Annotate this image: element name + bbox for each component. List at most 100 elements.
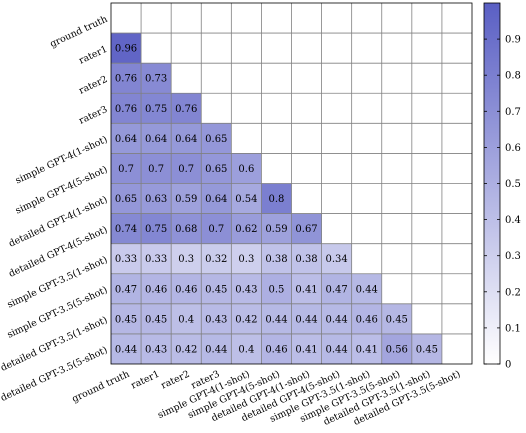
heatmap-cell xyxy=(261,183,292,214)
heatmap-cell xyxy=(351,333,382,364)
heatmap-cell xyxy=(141,153,172,184)
heatmap-cell xyxy=(381,303,412,334)
heatmap-cell xyxy=(411,333,442,364)
cell-value-label: 0.59 xyxy=(175,194,197,205)
cell-value-label: 0.43 xyxy=(145,344,167,355)
cell-value-label: 0.3 xyxy=(238,254,254,265)
colorbar-tick-label: 0 xyxy=(505,360,511,371)
cell-value-label: 0.45 xyxy=(416,344,438,355)
cell-value-label: 0.65 xyxy=(205,164,227,175)
cell-value-label: 0.64 xyxy=(145,134,167,145)
cell-value-label: 0.75 xyxy=(145,104,167,115)
heatmap-grid xyxy=(111,3,472,364)
heatmap-cell xyxy=(201,333,232,364)
cell-value-label: 0.96 xyxy=(115,44,137,55)
heatmap-cell xyxy=(141,213,172,244)
cell-value-label: 0.5 xyxy=(269,284,285,295)
heatmap-cell xyxy=(231,273,262,304)
heatmap-value-labels: 0.96 0.76 0.73 0.76 0.75 0.76 0.64 0.64 0.64 0.65… xyxy=(115,44,438,356)
heatmap-cell xyxy=(171,243,202,274)
heatmap-cell xyxy=(111,303,142,334)
cell-value-label: 0.47 xyxy=(115,284,137,295)
cell-value-label: 0.41 xyxy=(295,344,317,355)
plot-frame xyxy=(110,2,473,365)
heatmap-cell xyxy=(231,333,262,364)
cell-value-label: 0.43 xyxy=(235,284,257,295)
cell-value-label: 0.44 xyxy=(325,314,347,325)
cell-value-label: 0.43 xyxy=(205,314,227,325)
colorbar-tick-label: 0.8 xyxy=(505,71,521,82)
heatmap-cell xyxy=(171,213,202,244)
heatmap-cell xyxy=(171,273,202,304)
cell-value-label: 0.44 xyxy=(295,314,317,325)
heatmap-cell xyxy=(171,303,202,334)
colorbar-tick-label: 0.4 xyxy=(505,215,521,226)
cell-value-label: 0.4 xyxy=(238,344,254,355)
cell-value-label: 0.67 xyxy=(295,224,317,235)
cell-value-label: 0.45 xyxy=(386,314,408,325)
heatmap-cell xyxy=(291,213,322,244)
heatmap-cell xyxy=(111,273,142,304)
cell-value-label: 0.65 xyxy=(115,194,137,205)
heatmap-cell xyxy=(261,243,292,274)
cell-value-label: 0.45 xyxy=(205,284,227,295)
heatmap-cell xyxy=(351,273,382,304)
cell-value-label: 0.64 xyxy=(115,134,137,145)
heatmap-cell xyxy=(261,273,292,304)
heatmap-cell xyxy=(111,93,142,124)
colorbar-tick-label: 0.2 xyxy=(505,287,521,298)
cell-value-label: 0.56 xyxy=(386,344,408,355)
cell-value-label: 0.42 xyxy=(235,314,257,325)
heatmap-cell xyxy=(291,243,322,274)
y-tick-label: detailed GPT-3.5(1-shot) xyxy=(0,315,109,374)
heatmap-cell xyxy=(111,333,142,364)
colorbar-tick-label: 0.7 xyxy=(505,107,521,118)
colorbar-tick-label: 0.3 xyxy=(505,251,521,262)
heatmap-cell xyxy=(171,123,202,154)
cell-value-label: 0.4 xyxy=(178,314,194,325)
cell-value-label: 0.33 xyxy=(145,254,167,265)
cell-value-label: 0.41 xyxy=(295,284,317,295)
heatmap-cell xyxy=(291,303,322,334)
cell-value-label: 0.7 xyxy=(208,224,224,235)
heatmap-cell xyxy=(111,213,142,244)
heatmap-cell xyxy=(231,303,262,334)
cell-value-label: 0.73 xyxy=(145,74,167,85)
heatmap-cell xyxy=(111,63,142,94)
y-tick-label: rater2 xyxy=(77,74,109,97)
heatmap-cell xyxy=(201,243,232,274)
cell-value-label: 0.45 xyxy=(145,314,167,325)
cell-value-label: 0.76 xyxy=(175,104,197,115)
cell-value-label: 0.7 xyxy=(118,164,134,175)
cell-value-label: 0.63 xyxy=(145,194,167,205)
heatmap-cell xyxy=(201,183,232,214)
cell-value-label: 0.34 xyxy=(325,254,347,265)
cell-value-label: 0.76 xyxy=(115,104,137,115)
colorbar-tick-label: 0.5 xyxy=(505,179,521,190)
cell-value-label: 0.44 xyxy=(265,314,287,325)
cell-value-label: 0.45 xyxy=(115,314,137,325)
cell-value-label: 0.38 xyxy=(265,254,287,265)
cell-value-label: 0.62 xyxy=(235,224,257,235)
cell-value-label: 0.76 xyxy=(115,74,137,85)
heatmap-cell xyxy=(201,213,232,244)
x-tick-label: rater2 xyxy=(159,369,191,392)
heatmap-cell xyxy=(141,183,172,214)
heatmap-cell xyxy=(141,63,172,94)
cell-value-label: 0.64 xyxy=(205,194,227,205)
cell-value-label: 0.41 xyxy=(356,344,378,355)
heatmap-cell xyxy=(111,243,142,274)
cell-value-label: 0.44 xyxy=(356,284,378,295)
colorbar-tick-label: 0.1 xyxy=(505,323,521,334)
heatmap-cell xyxy=(321,243,352,274)
heatmap-cell xyxy=(351,303,382,334)
heatmap-cell xyxy=(201,273,232,304)
heatmap-cell xyxy=(111,33,142,64)
cell-value-label: 0.46 xyxy=(175,284,197,295)
x-tick-label: rater1 xyxy=(129,369,161,392)
cell-value-label: 0.7 xyxy=(178,164,194,175)
heatmap-cell xyxy=(201,153,232,184)
heatmap-cell xyxy=(261,303,292,334)
